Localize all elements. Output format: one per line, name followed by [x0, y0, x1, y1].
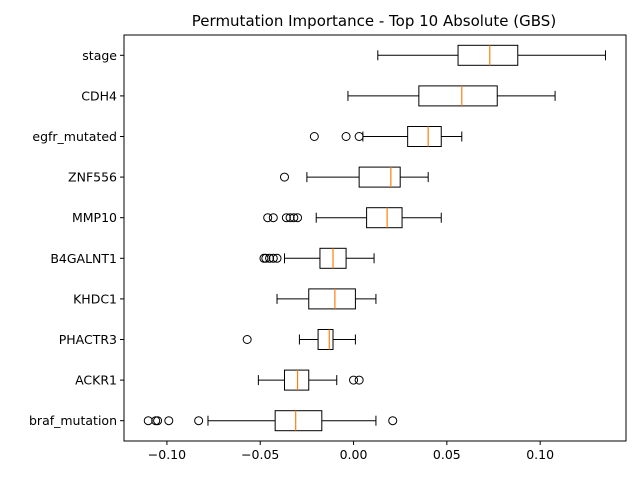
iqr-box — [358, 166, 401, 188]
outlier-point — [279, 172, 289, 182]
outlier-point — [354, 375, 364, 385]
outlier-point — [143, 416, 153, 426]
y-tick-label: KHDC1 — [73, 291, 117, 306]
y-tick-label: ACKR1 — [75, 373, 117, 388]
y-tick-label: B4GALNT1 — [50, 251, 117, 266]
outlier-point — [354, 132, 364, 141]
outlier-point — [242, 335, 252, 344]
y-tick-label: MMP10 — [72, 210, 117, 225]
y-tick-label: CDH4 — [81, 88, 117, 103]
outlier-point — [263, 213, 273, 223]
outlier-point — [289, 213, 299, 223]
outlier-point — [272, 253, 282, 263]
axes-frame — [123, 34, 627, 442]
box-group-egfr-mutated — [309, 126, 463, 147]
box-group-znf556 — [279, 166, 429, 188]
x-tick-label: −0.05 — [241, 447, 279, 462]
outlier-point — [309, 132, 319, 141]
box-group-ackr1 — [257, 369, 364, 391]
box-group-phactr3 — [242, 329, 356, 350]
plot-marks — [143, 44, 606, 432]
iqr-box — [283, 369, 310, 391]
y-tick-label: stage — [82, 48, 117, 63]
y-tick-label: PHACTR3 — [59, 332, 117, 347]
outlier-point — [341, 132, 351, 141]
outlier-point — [164, 416, 174, 426]
outlier-point — [268, 253, 278, 263]
iqr-box — [457, 44, 519, 66]
x-tick-label: 0.10 — [526, 447, 554, 462]
outlier-point — [261, 253, 271, 263]
x-tick-label: 0.05 — [433, 447, 461, 462]
outlier-point — [349, 375, 359, 385]
axis-ticks: stage CDH4 egfr_mutated ZNF556 MMP10 B4GALNT1… — [29, 48, 554, 462]
outlier-point — [285, 213, 295, 223]
box-group-khdc1 — [276, 288, 377, 310]
x-tick-label: −0.10 — [148, 447, 186, 462]
outlier-point — [265, 253, 275, 263]
iqr-box — [308, 288, 356, 310]
y-tick-label: egfr_mutated — [32, 129, 117, 144]
box-group-b4galnt1 — [259, 247, 375, 269]
iqr-box — [407, 126, 442, 147]
box-group-mmp10 — [263, 207, 442, 229]
outlier-point — [293, 213, 303, 223]
box-group-stage — [377, 44, 606, 66]
box-group-cdh4 — [347, 85, 556, 107]
outlier-point — [153, 416, 163, 426]
x-tick-label: 0.00 — [340, 447, 368, 462]
y-tick-label: ZNF556 — [68, 170, 117, 185]
iqr-box — [366, 207, 403, 229]
y-tick-label: braf_mutation — [29, 413, 117, 428]
outlier-point — [268, 213, 278, 223]
outlier-point — [281, 213, 291, 223]
outlier-point — [151, 416, 161, 426]
iqr-box — [317, 329, 334, 350]
chart-title: Permutation Importance - Top 10 Absolute… — [192, 12, 556, 30]
iqr-box — [418, 85, 498, 107]
outlier-point — [388, 416, 398, 426]
box-group-braf-mutation — [143, 410, 398, 432]
iqr-box — [274, 410, 323, 432]
outlier-point — [194, 416, 204, 426]
